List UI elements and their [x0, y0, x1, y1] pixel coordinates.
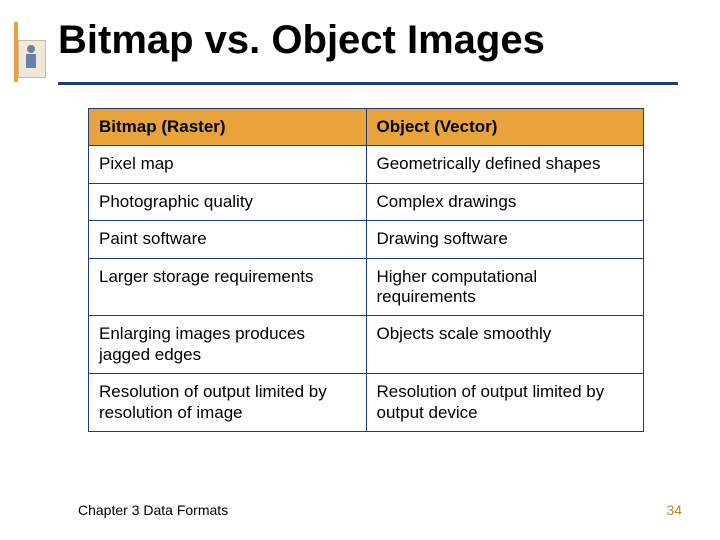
comparison-table-wrap: Bitmap (Raster) Object (Vector) Pixel ma…	[88, 108, 644, 432]
cell-bitmap: Larger storage requirements	[89, 258, 367, 316]
table-row: Enlarging images produces jagged edges O…	[89, 316, 644, 374]
table-row: Photographic quality Complex drawings	[89, 183, 644, 220]
cell-object: Higher computational requirements	[366, 258, 644, 316]
slide-title: Bitmap vs. Object Images	[58, 18, 545, 63]
cell-bitmap: Pixel map	[89, 146, 367, 183]
cell-bitmap: Paint software	[89, 221, 367, 258]
slide: Bitmap vs. Object Images Bitmap (Raster)…	[0, 0, 720, 540]
col-header-bitmap: Bitmap (Raster)	[89, 109, 367, 146]
page-number: 34	[666, 502, 682, 518]
person-icon	[25, 45, 37, 71]
cell-bitmap: Enlarging images produces jagged edges	[89, 316, 367, 374]
table-row: Resolution of output limited by resoluti…	[89, 374, 644, 432]
cell-bitmap: Photographic quality	[89, 183, 367, 220]
table-row: Paint software Drawing software	[89, 221, 644, 258]
footer-chapter: Chapter 3 Data Formats	[78, 502, 228, 518]
table-header-row: Bitmap (Raster) Object (Vector)	[89, 109, 644, 146]
table-row: Pixel map Geometrically defined shapes	[89, 146, 644, 183]
cell-bitmap: Resolution of output limited by resoluti…	[89, 374, 367, 432]
table-row: Larger storage requirements Higher compu…	[89, 258, 644, 316]
cell-object: Complex drawings	[366, 183, 644, 220]
col-header-object: Object (Vector)	[366, 109, 644, 146]
title-underline	[58, 82, 678, 85]
cell-object: Resolution of output limited by output d…	[366, 374, 644, 432]
cell-object: Drawing software	[366, 221, 644, 258]
slide-icon	[18, 40, 46, 78]
cell-object: Geometrically defined shapes	[366, 146, 644, 183]
cell-object: Objects scale smoothly	[366, 316, 644, 374]
comparison-table: Bitmap (Raster) Object (Vector) Pixel ma…	[88, 108, 644, 432]
